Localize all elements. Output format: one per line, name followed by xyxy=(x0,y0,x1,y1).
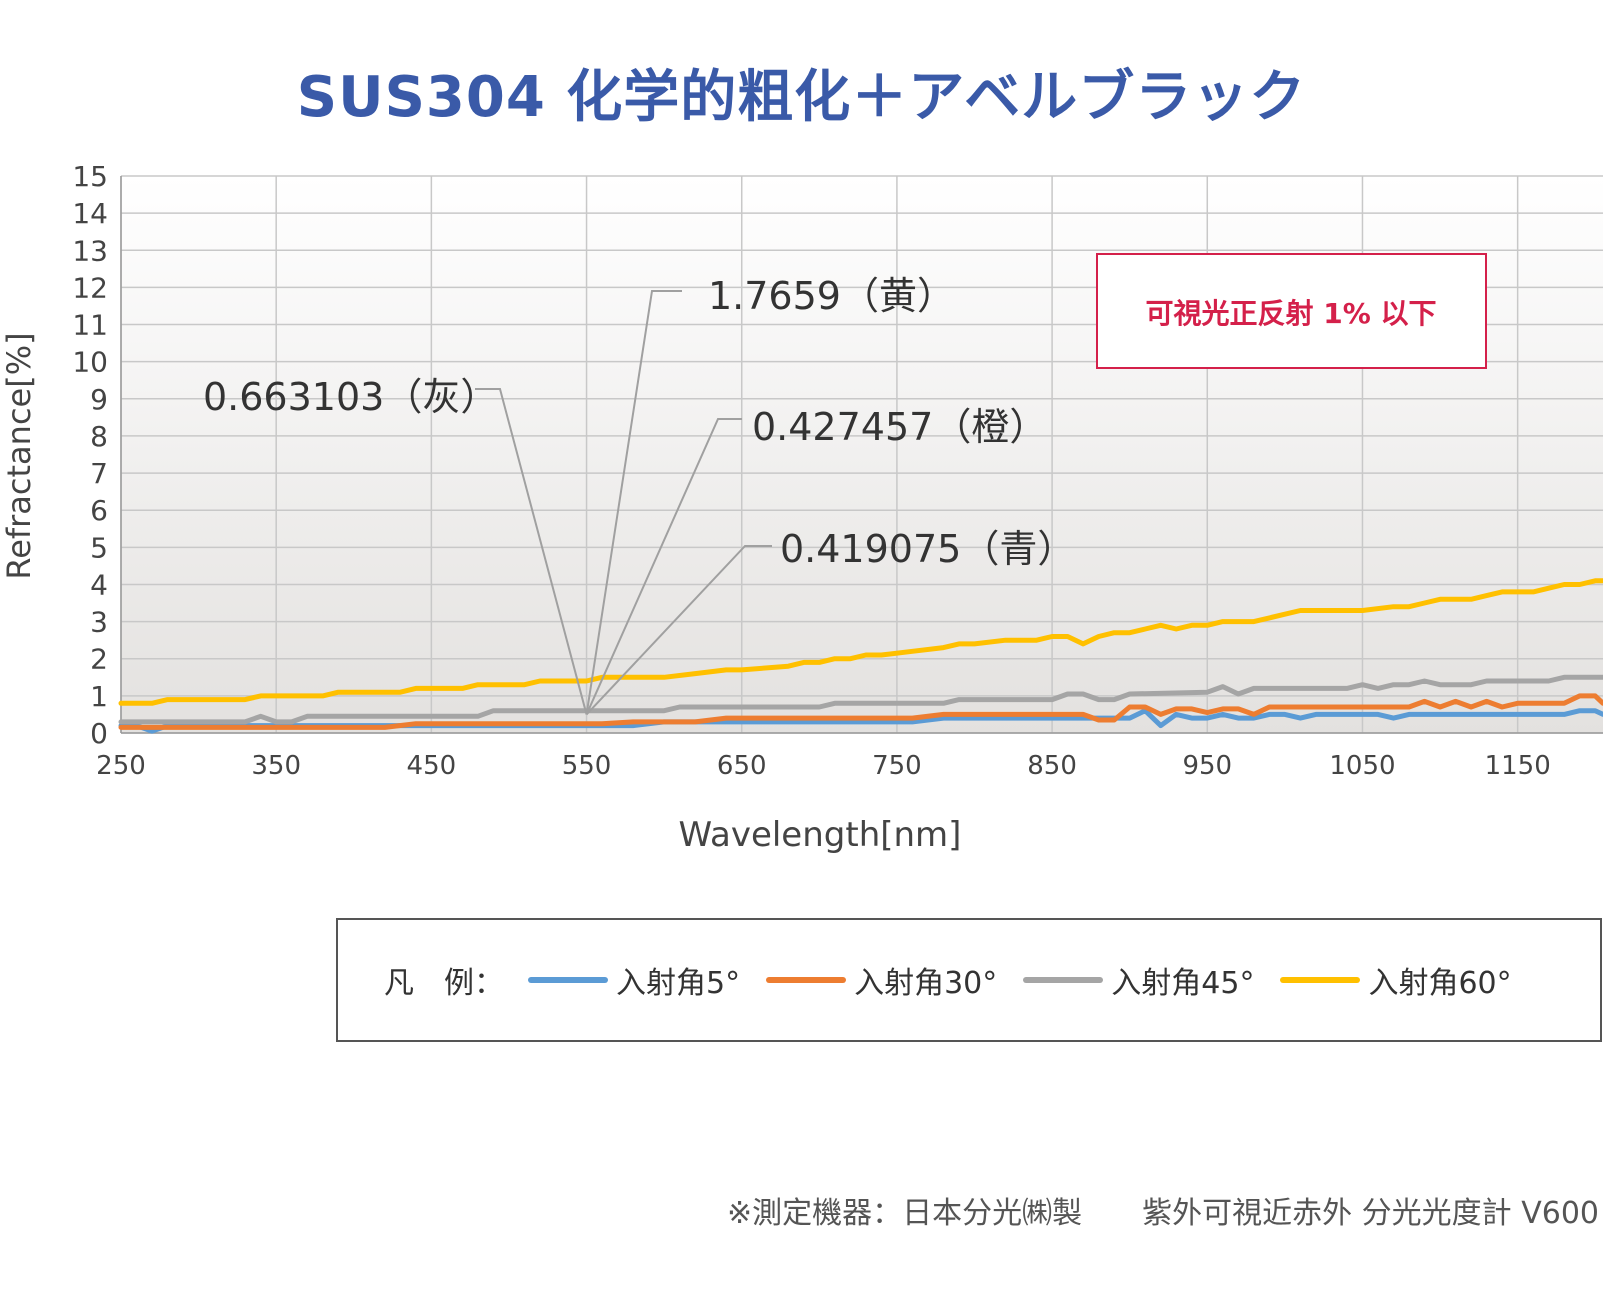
x-tick-label: 1050 xyxy=(1329,751,1395,781)
leader-line xyxy=(585,545,772,716)
y-tick-label: 1 xyxy=(90,680,108,713)
leader-line xyxy=(585,418,742,715)
y-tick-label: 14 xyxy=(72,197,108,230)
x-tick-label: 650 xyxy=(717,751,767,781)
x-tick-label: 850 xyxy=(1027,751,1077,781)
callout-text: 可視光正反射 1% 以下 xyxy=(1145,297,1436,330)
x-tick-label: 350 xyxy=(251,751,301,781)
y-tick-label: 10 xyxy=(72,346,108,379)
y-tick-label: 8 xyxy=(90,420,108,453)
x-tick-label: 950 xyxy=(1182,751,1232,781)
y-tick-label: 9 xyxy=(90,383,108,416)
legend-item-60deg: 入射角60° xyxy=(1280,958,1512,1002)
series-line-2 xyxy=(118,674,1603,725)
y-tick-label: 13 xyxy=(72,234,108,267)
legend-swatch-60deg xyxy=(1280,977,1361,983)
series-line-3 xyxy=(118,578,1603,706)
x-tick-label: 1150 xyxy=(1485,751,1551,781)
legend-label-45deg: 入射角45° xyxy=(1111,966,1255,1001)
annotation-label: 0.419075（青） xyxy=(780,527,1075,571)
x-tick-label: 250 xyxy=(96,751,146,781)
legend-swatch-30deg xyxy=(766,977,847,983)
annotation-label: 0.427457（橙） xyxy=(752,405,1047,449)
footnote: ※測定機器：日本分光㈱製 紫外可視近赤外 分光光度計 V600 xyxy=(727,1196,1599,1231)
legend-item-45deg: 入射角45° xyxy=(1023,958,1254,1002)
leader-line xyxy=(475,388,588,715)
series-line-1 xyxy=(118,693,1603,730)
leader-line xyxy=(585,290,682,715)
x-tick-label: 450 xyxy=(407,751,457,781)
callout-box xyxy=(1096,253,1487,369)
y-tick-label: 12 xyxy=(72,271,108,304)
y-tick-label: 3 xyxy=(90,606,108,639)
y-tick-label: 15 xyxy=(72,160,108,193)
y-tick-label: 2 xyxy=(90,643,108,676)
y-tick-label: 0 xyxy=(90,717,108,750)
legend-swatch-5deg xyxy=(528,977,608,983)
y-tick-label: 6 xyxy=(90,494,108,527)
y-tick-label: 11 xyxy=(72,309,108,342)
annotation-label: 0.663103（灰） xyxy=(203,375,498,419)
legend-item-5deg: 入射角5° xyxy=(528,958,740,1002)
legend: 凡 例： 入射角5° 入射角30° 入射角45° 入射角60° xyxy=(336,918,1602,1042)
annotation-label: 1.7659（黄） xyxy=(708,274,955,318)
legend-label-60deg: 入射角60° xyxy=(1368,966,1512,1001)
chart-title: SUS304 化学的粗化＋アベルブラック xyxy=(296,65,1307,130)
y-axis-label: Refractance[%] xyxy=(0,332,38,579)
x-tick-label: 750 xyxy=(872,751,922,781)
y-tick-label: 5 xyxy=(90,531,108,564)
x-axis-label: Wavelength[nm] xyxy=(679,815,962,855)
legend-item-30deg: 入射角30° xyxy=(766,958,997,1002)
y-tick-label: 4 xyxy=(90,568,108,601)
y-tick-label: 7 xyxy=(90,457,108,490)
legend-label-30deg: 入射角30° xyxy=(854,966,998,1001)
legend-title: 凡 例： xyxy=(384,966,504,1001)
x-tick-label: 550 xyxy=(562,751,612,781)
legend-label-5deg: 入射角5° xyxy=(616,966,741,1001)
legend-swatch-45deg xyxy=(1023,977,1104,983)
